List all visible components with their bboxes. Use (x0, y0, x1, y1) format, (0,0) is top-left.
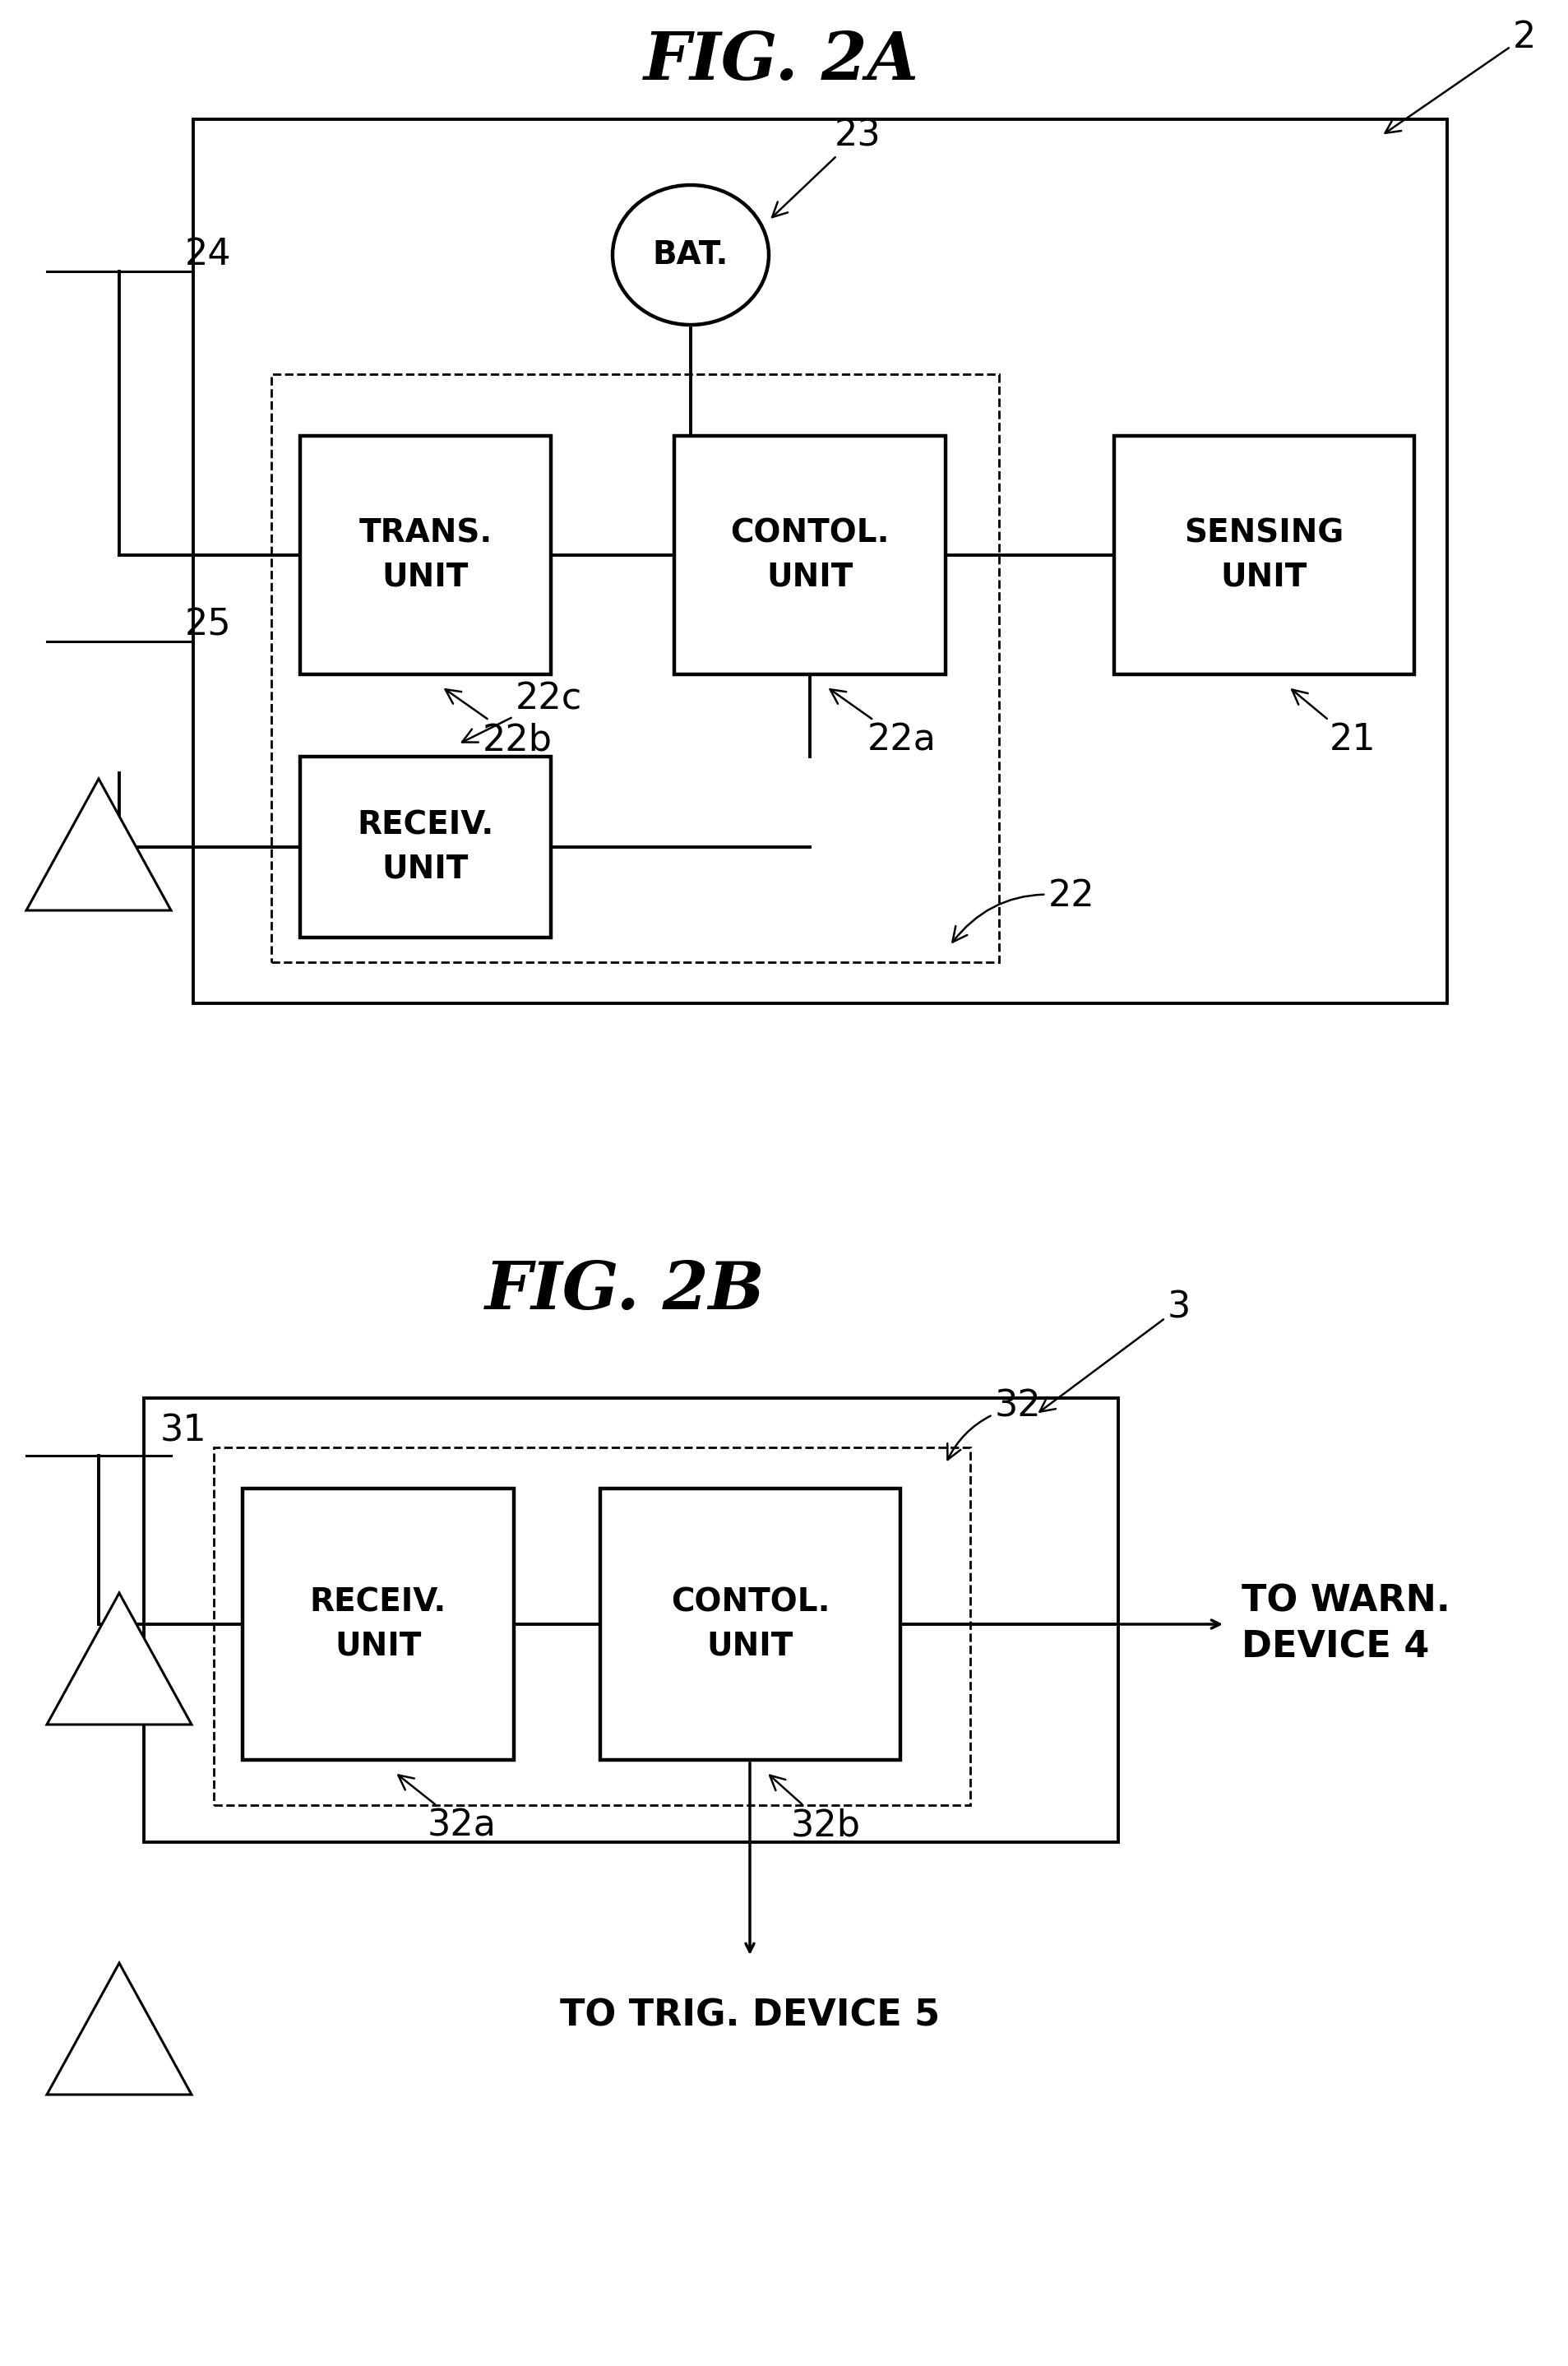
Bar (213, 1448, 971, 1805)
Text: 22a: 22a (829, 689, 936, 757)
Bar (674, 435, 946, 674)
Text: 31: 31 (160, 1413, 207, 1448)
Bar (144, 1398, 1118, 1843)
Bar (193, 118, 1447, 1003)
Text: 32a: 32a (398, 1774, 497, 1843)
Bar (271, 374, 999, 963)
Text: FIG. 2A: FIG. 2A (643, 31, 919, 95)
Text: TO WARN.
DEVICE 4: TO WARN. DEVICE 4 (1242, 1583, 1450, 1666)
Bar (299, 757, 550, 937)
Text: RECEIV.
UNIT: RECEIV. UNIT (358, 809, 494, 885)
Text: 22b: 22b (445, 689, 552, 757)
Text: 24: 24 (185, 237, 232, 272)
Text: CONTOL.
UNIT: CONTOL. UNIT (671, 1588, 829, 1661)
Text: 22c: 22c (463, 681, 582, 743)
Text: BAT.: BAT. (652, 239, 729, 270)
Bar (1115, 435, 1414, 674)
Bar (299, 435, 550, 674)
Text: 25: 25 (185, 608, 232, 644)
Text: FIG. 2B: FIG. 2B (485, 1259, 765, 1323)
Text: 32: 32 (947, 1389, 1041, 1460)
Text: 3: 3 (1040, 1289, 1192, 1413)
Text: SENSING
UNIT: SENSING UNIT (1184, 518, 1344, 592)
Text: 23: 23 (771, 118, 881, 218)
Text: 32b: 32b (770, 1774, 861, 1843)
Text: CONTOL.
UNIT: CONTOL. UNIT (731, 518, 889, 592)
Polygon shape (27, 778, 171, 911)
Bar (601, 1488, 900, 1760)
Text: 21: 21 (1292, 689, 1377, 757)
Bar (243, 1488, 514, 1760)
Polygon shape (47, 1592, 191, 1725)
Text: 22: 22 (952, 878, 1094, 942)
Ellipse shape (613, 185, 768, 324)
Text: TRANS.
UNIT: TRANS. UNIT (359, 518, 492, 592)
Polygon shape (47, 1964, 191, 2094)
Text: RECEIV.
UNIT: RECEIV. UNIT (310, 1588, 447, 1661)
Text: 2: 2 (1385, 19, 1537, 132)
Text: TO TRIG. DEVICE 5: TO TRIG. DEVICE 5 (560, 1999, 939, 2035)
